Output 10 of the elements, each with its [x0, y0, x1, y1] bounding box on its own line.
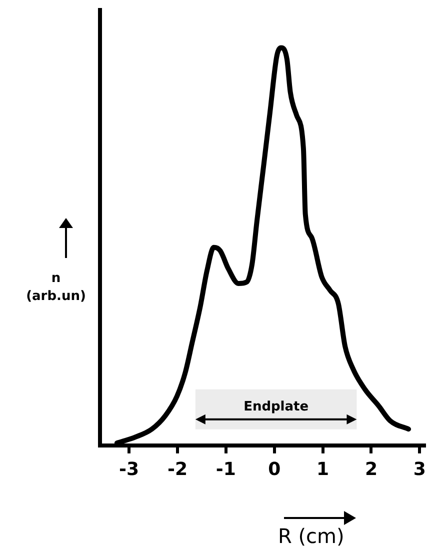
- x-tick-label: 2: [364, 458, 378, 480]
- x-tick-label: -2: [168, 458, 188, 480]
- x-tick-label: -1: [216, 458, 236, 480]
- band-label: Endplate: [244, 399, 309, 414]
- x-tick-label: 1: [316, 458, 330, 480]
- x-tick-label: -3: [119, 458, 140, 480]
- y-axis-title: n (arb.un): [26, 270, 86, 306]
- x-axis-title: R (cm): [278, 524, 346, 548]
- x-tick-label: 3: [413, 458, 426, 480]
- x-tick-label: 0: [268, 458, 281, 480]
